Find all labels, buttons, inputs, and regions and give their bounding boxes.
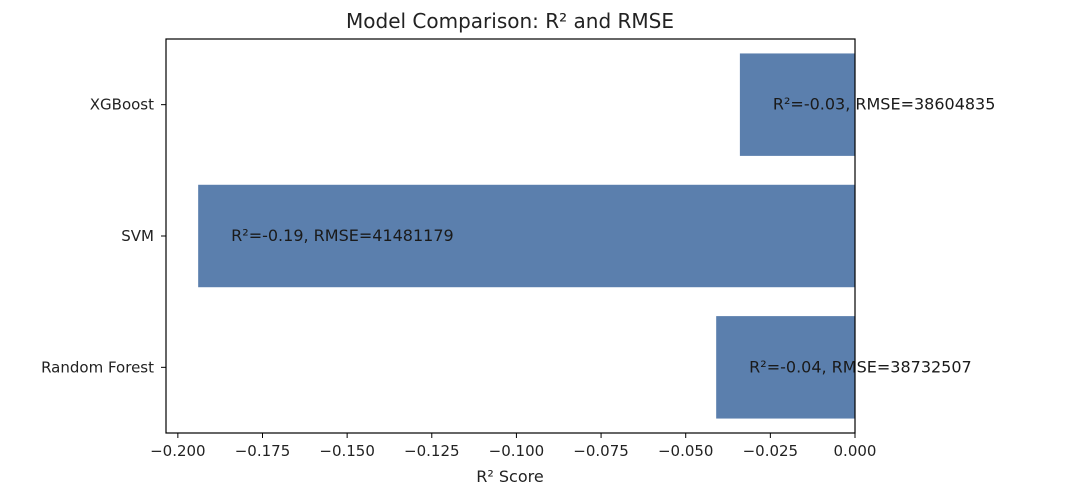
y-axis: XGBoost SVM Random Forest [41,96,166,376]
chart-title: Model Comparison: R² and RMSE [346,9,674,33]
x-tick-label: −0.100 [489,442,545,460]
x-tick-label: −0.125 [404,442,460,460]
bar-group [198,53,855,419]
x-axis: −0.200 −0.175 −0.150 −0.125 −0.100 −0.075 −0.0… [150,433,876,460]
bar-xgboost [739,53,855,156]
x-tick-label: −0.075 [573,442,629,460]
x-tick-label: −0.200 [150,442,206,460]
y-tick-label: SVM [121,227,154,245]
data-label-random-forest: R²=-0.04, RMSE=38732507 [749,357,972,376]
x-tick-label: −0.050 [658,442,714,460]
x-tick-label: 0.000 [834,442,877,460]
data-label-group: R²=-0.03, RMSE=38604835 R²=-0.19, RMSE=41… [231,95,995,377]
x-tick-label: −0.150 [319,442,375,460]
x-axis-label: R² Score [476,467,543,486]
data-label-xgboost: R²=-0.03, RMSE=38604835 [773,95,996,114]
y-tick-label: XGBoost [90,96,154,114]
data-label-svm: R²=-0.19, RMSE=41481179 [231,226,454,245]
bar-random-forest [716,316,855,419]
x-tick-label: −0.175 [235,442,291,460]
y-tick-label: Random Forest [41,358,154,376]
x-tick-label: −0.025 [743,442,799,460]
bar-svm [198,184,855,288]
